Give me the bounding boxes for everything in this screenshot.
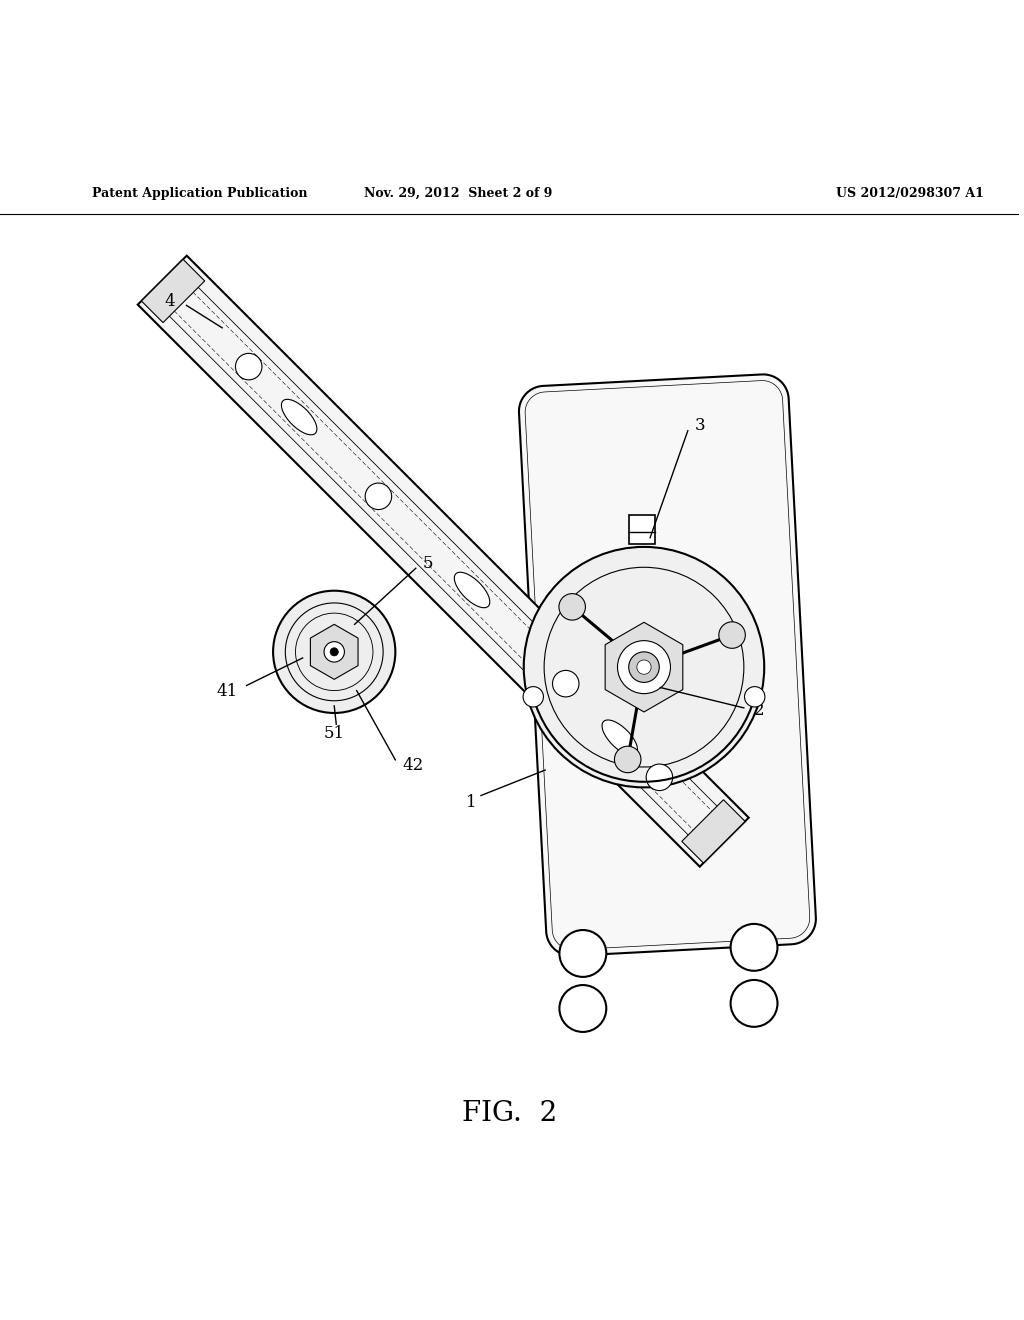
Circle shape <box>637 660 651 675</box>
Circle shape <box>629 652 659 682</box>
Circle shape <box>273 591 395 713</box>
Circle shape <box>559 985 606 1032</box>
Text: 41: 41 <box>216 682 238 700</box>
Polygon shape <box>141 259 205 322</box>
Ellipse shape <box>455 573 489 607</box>
Text: 1: 1 <box>466 795 476 812</box>
Text: 5: 5 <box>423 554 433 572</box>
Circle shape <box>330 648 338 656</box>
Text: 42: 42 <box>402 758 424 775</box>
Text: US 2012/0298307 A1: US 2012/0298307 A1 <box>836 187 983 199</box>
Text: FIG.  2: FIG. 2 <box>462 1100 557 1127</box>
Circle shape <box>553 671 579 697</box>
Polygon shape <box>138 256 749 867</box>
Bar <box>629 515 655 544</box>
Text: Patent Application Publication: Patent Application Publication <box>92 187 307 199</box>
Circle shape <box>523 546 764 787</box>
Circle shape <box>236 354 262 380</box>
Circle shape <box>719 622 745 648</box>
Text: 4: 4 <box>165 293 175 310</box>
Polygon shape <box>310 624 358 680</box>
Circle shape <box>646 764 673 791</box>
Circle shape <box>324 642 344 663</box>
Circle shape <box>744 686 765 708</box>
Ellipse shape <box>282 400 316 434</box>
Circle shape <box>614 746 641 772</box>
Circle shape <box>617 640 671 693</box>
Polygon shape <box>682 800 745 863</box>
Circle shape <box>559 931 606 977</box>
Ellipse shape <box>602 719 638 755</box>
Circle shape <box>730 924 777 970</box>
Polygon shape <box>605 622 683 711</box>
Circle shape <box>366 483 391 510</box>
Text: 51: 51 <box>324 725 345 742</box>
Text: 3: 3 <box>695 417 706 434</box>
Polygon shape <box>519 375 816 956</box>
Text: Nov. 29, 2012  Sheet 2 of 9: Nov. 29, 2012 Sheet 2 of 9 <box>365 187 553 199</box>
Circle shape <box>559 594 586 620</box>
Text: 2: 2 <box>754 702 765 719</box>
Circle shape <box>730 979 777 1027</box>
Circle shape <box>523 686 544 708</box>
